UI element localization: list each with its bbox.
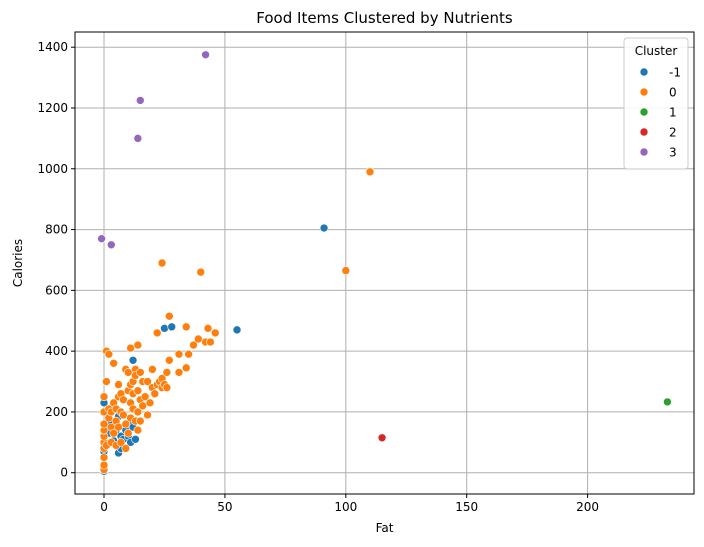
data-point — [135, 368, 145, 377]
data-point — [210, 328, 220, 338]
data-point — [341, 266, 351, 275]
legend-label: 0 — [669, 86, 677, 100]
y-tick-label: 800 — [45, 223, 68, 237]
y-tick-label: 400 — [45, 344, 68, 358]
data-point — [133, 425, 143, 435]
data-point — [184, 349, 193, 359]
data-point — [106, 240, 116, 250]
data-point — [116, 438, 126, 447]
legend-label: 1 — [669, 106, 677, 120]
data-point — [99, 460, 109, 470]
data-point — [140, 392, 150, 402]
data-point — [365, 167, 375, 177]
data-point — [167, 322, 177, 332]
data-point — [143, 377, 152, 386]
data-point — [114, 380, 123, 389]
x-tick-label: 100 — [334, 500, 357, 514]
y-axis-label: Calories — [11, 239, 25, 287]
data-point — [319, 223, 329, 233]
data-point — [109, 428, 118, 438]
data-point — [119, 395, 128, 405]
x-axis-label: Fat — [376, 521, 394, 535]
data-points — [97, 50, 672, 476]
data-point — [135, 416, 145, 426]
data-point — [157, 258, 167, 268]
data-point — [102, 377, 111, 386]
data-point — [377, 433, 387, 443]
data-point — [165, 311, 174, 321]
y-tick-label: 1000 — [37, 162, 68, 176]
data-point — [162, 383, 172, 392]
data-point — [201, 50, 210, 60]
y-tick-label: 1200 — [37, 101, 68, 115]
legend-label: 3 — [669, 146, 677, 160]
x-tick-label: 50 — [217, 500, 232, 514]
plot-frame — [74, 31, 695, 495]
data-point — [123, 368, 133, 377]
data-point — [138, 401, 148, 411]
data-point — [181, 322, 191, 332]
data-point — [194, 334, 203, 344]
legend: Cluster -1 0 1 2 3 — [623, 37, 689, 170]
data-point — [104, 349, 114, 359]
data-point — [133, 407, 143, 417]
data-point — [121, 419, 131, 429]
data-point — [123, 428, 133, 438]
data-point — [133, 134, 143, 143]
legend-marker — [639, 107, 649, 117]
chart-title: Food Items Clustered by Nutrients — [256, 9, 513, 27]
x-tick-label: 0 — [100, 500, 108, 514]
legend-marker — [639, 87, 649, 97]
data-point — [174, 349, 184, 359]
data-point — [145, 398, 155, 408]
data-point — [152, 328, 162, 338]
data-point — [133, 386, 143, 395]
data-point — [189, 340, 198, 350]
x-tick-label: 150 — [455, 500, 478, 514]
data-point — [206, 337, 215, 347]
data-point — [99, 419, 109, 429]
data-point — [174, 368, 184, 377]
data-point — [128, 355, 138, 365]
legend-marker — [639, 127, 649, 137]
legend-label: -1 — [669, 66, 681, 80]
legend-items: -1 0 1 2 3 — [639, 66, 681, 160]
data-point — [133, 340, 143, 350]
data-point — [150, 389, 160, 398]
data-point — [131, 434, 140, 444]
data-point — [143, 410, 152, 420]
legend-label: 2 — [669, 126, 677, 140]
legend-marker — [639, 147, 649, 157]
y-tick-label: 0 — [60, 466, 68, 480]
legend-title: Cluster — [635, 44, 678, 58]
data-point — [99, 453, 109, 462]
data-point — [121, 444, 131, 453]
data-point — [119, 410, 128, 420]
legend-marker — [639, 67, 649, 77]
x-tick-label: 200 — [576, 500, 599, 514]
y-tick-label: 1400 — [37, 40, 68, 54]
data-point — [160, 324, 169, 333]
data-point — [196, 267, 206, 277]
data-point — [126, 343, 135, 353]
data-point — [232, 325, 242, 335]
data-point — [109, 359, 118, 368]
data-point — [99, 392, 109, 402]
data-point — [165, 355, 174, 365]
data-point — [148, 365, 157, 374]
data-point — [114, 422, 123, 432]
data-point — [203, 324, 213, 333]
data-point — [181, 363, 191, 373]
data-point — [135, 96, 145, 105]
axis-ticks: 0 50 100 150 200 0 200 400 600 800 1000 1200 1400 — [37, 40, 599, 514]
y-tick-label: 600 — [45, 283, 68, 297]
data-point — [97, 234, 106, 243]
data-point — [663, 397, 672, 407]
y-tick-label: 200 — [45, 405, 68, 419]
data-point — [162, 368, 172, 377]
